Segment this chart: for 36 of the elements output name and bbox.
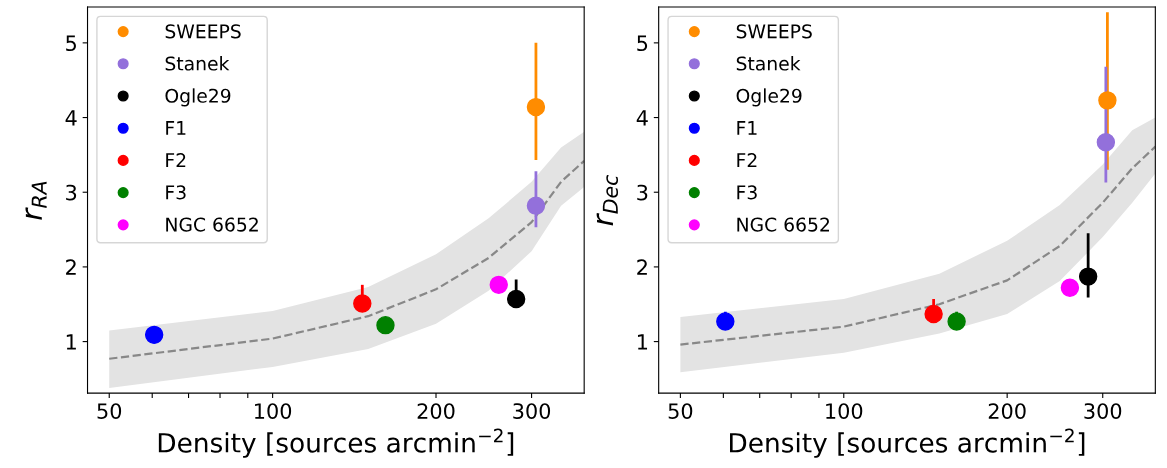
y-axis-title: r$_{Dec}$	[596, 174, 619, 226]
legend-label: F1	[737, 121, 757, 135]
y-tick-label: 3	[637, 184, 648, 201]
x-tick-label: 100	[826, 403, 863, 419]
x-axis-title: Density [sources arcmin$^{−2}$]	[158, 428, 514, 458]
x-axis-title: Density [sources arcmin$^{−2}$]	[730, 428, 1085, 458]
y-tick-label: 2	[637, 259, 647, 275]
legend-label: SWEEPS	[165, 24, 241, 39]
y-tick-label: 5	[66, 35, 76, 52]
y-tick-label: 4	[65, 110, 77, 126]
y-tick-label: 1	[637, 334, 648, 350]
legend-label: F3	[166, 185, 186, 200]
legend-label: F1	[166, 121, 186, 135]
legend-label: Ogle29	[165, 88, 231, 107]
y-tick-label: 4	[636, 110, 648, 126]
legend-label: NGC 6652	[737, 217, 829, 232]
x-tick-label: 300	[1084, 403, 1122, 419]
y-axis-title: r$_{RA}$	[25, 181, 47, 220]
x-tick-label: 100	[255, 403, 292, 419]
x-tick-label: 50	[668, 403, 693, 419]
x-tick-label: 300	[513, 403, 551, 419]
x-tick-label: 50	[97, 403, 122, 419]
y-tick-label: 1	[66, 334, 76, 350]
legend-label: Stanek	[165, 56, 230, 71]
legend-label: SWEEPS	[736, 24, 812, 39]
legend-label: Stanek	[736, 56, 801, 71]
legend-label: Ogle29	[736, 88, 802, 107]
x-tick-label: 200	[417, 403, 455, 419]
legend-label: F2	[737, 153, 757, 167]
legend-label: F2	[166, 153, 186, 167]
y-tick-label: 2	[66, 259, 76, 275]
y-tick-label: 5	[637, 35, 648, 52]
legend-label: F3	[737, 185, 757, 200]
x-tick-label: 200	[988, 403, 1026, 419]
y-tick-label: 3	[66, 184, 77, 201]
legend-label: NGC 6652	[166, 217, 258, 232]
